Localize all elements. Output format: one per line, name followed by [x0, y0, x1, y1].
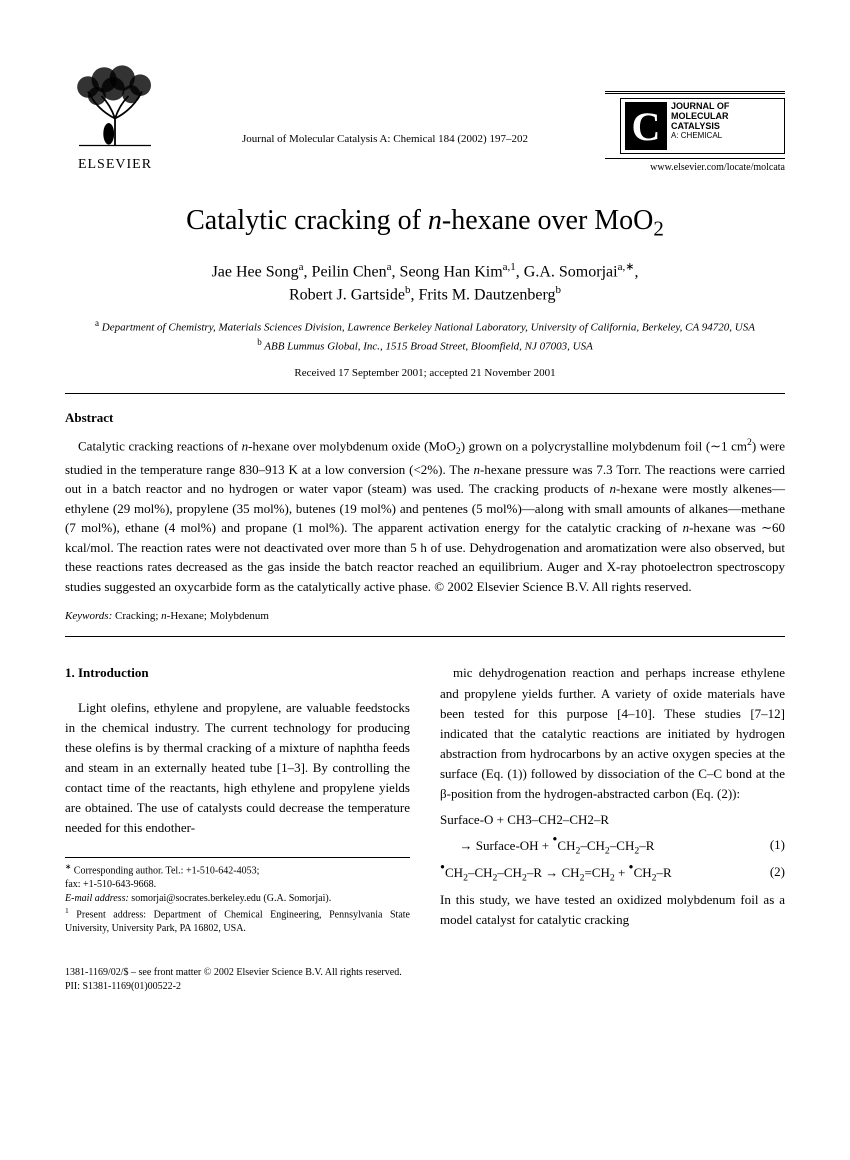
author: , G.A. Somorjai — [516, 263, 618, 280]
body-paragraph: In this study, we have tested an oxidize… — [440, 890, 785, 930]
footnote-email: E-mail address: somorjai@socrates.berkel… — [65, 892, 410, 906]
body-columns: 1. Introduction Light olefins, ethylene … — [65, 663, 785, 936]
equation: •CH2–CH2–CH2–R → CH2=CH2 + •CH2–R (2) — [440, 862, 785, 886]
journal-logo-text: JOURNAL OF MOLECULAR CATALYSIS A: CHEMIC… — [671, 102, 729, 140]
column-right: mic dehydrogenation reaction and perhaps… — [440, 663, 785, 936]
author: , Frits M. Dautzenberg — [410, 287, 555, 304]
author: Jae Hee Song — [212, 263, 299, 280]
header-row: ELSEVIER Journal of Molecular Catalysis … — [65, 60, 785, 173]
aff-mark: a,∗ — [618, 261, 635, 273]
keywords-text: Cracking; n-Hexane; Molybdenum — [112, 610, 269, 622]
affiliation: ABB Lummus Global, Inc., 1515 Broad Stre… — [264, 341, 593, 353]
equation-block: Surface-O + CH3–CH2–CH2–R → Surface-OH +… — [440, 810, 785, 886]
journal-logo-icon: C — [625, 102, 667, 150]
section-heading: 1. Introduction — [65, 663, 410, 683]
aff-mark: b — [556, 284, 562, 296]
abstract-heading: Abstract — [65, 410, 785, 426]
equation-number: (2) — [762, 862, 785, 886]
equation-body: → Surface-OH + •CH2–CH2–CH2–R — [440, 835, 762, 859]
logo-sub: A: CHEMICAL — [671, 132, 729, 141]
aff-mark: a,1 — [503, 261, 516, 273]
author: , Peilin Chen — [304, 263, 387, 280]
author: , — [634, 263, 638, 280]
elsevier-tree-icon — [70, 60, 160, 150]
abstract-text: Catalytic cracking reactions of n-hexane… — [65, 436, 785, 596]
divider — [65, 636, 785, 637]
equation-number: (1) — [762, 835, 785, 859]
body-paragraph: mic dehydrogenation reaction and perhaps… — [440, 663, 785, 804]
author: , Seong Han Kim — [392, 263, 503, 280]
column-left: 1. Introduction Light olefins, ethylene … — [65, 663, 410, 936]
affiliation: Department of Chemistry, Materials Scien… — [102, 322, 755, 334]
body-paragraph: Light olefins, ethylene and propylene, a… — [65, 698, 410, 839]
footnote-corresponding: ∗ Corresponding author. Tel.: +1-510-642… — [65, 862, 410, 892]
title-part: -hexane over MoO — [442, 205, 653, 236]
footnote-email-value: somorjai@socrates.berkeley.edu (G.A. Som… — [129, 893, 331, 904]
publisher-name: ELSEVIER — [65, 157, 165, 173]
footnote-present-address: 1 Present address: Department of Chemica… — [65, 906, 410, 936]
publisher-logo-block: ELSEVIER — [65, 60, 165, 173]
title-part: Catalytic cracking of — [186, 205, 428, 236]
divider — [65, 393, 785, 394]
footer: 1381-1169/02/$ – see front matter © 2002… — [65, 966, 785, 994]
footnotes: ∗ Corresponding author. Tel.: +1-510-642… — [65, 857, 410, 937]
journal-logo-block: C JOURNAL OF MOLECULAR CATALYSIS A: CHEM… — [605, 91, 785, 173]
article-title: Catalytic cracking of n-hexane over MoO2 — [65, 205, 785, 242]
journal-reference: Journal of Molecular Catalysis A: Chemic… — [165, 133, 605, 173]
article-dates: Received 17 September 2001; accepted 21 … — [65, 367, 785, 379]
author: Robert J. Gartside — [289, 287, 405, 304]
affiliations: a Department of Chemistry, Materials Sci… — [65, 317, 785, 355]
footer-pii: PII: S1381-1169(01)00522-2 — [65, 980, 785, 994]
title-part: n — [428, 205, 442, 236]
authors: Jae Hee Songa, Peilin Chena, Seong Han K… — [65, 260, 785, 307]
footer-line: 1381-1169/02/$ – see front matter © 2002… — [65, 966, 785, 980]
keywords: Keywords: Cracking; n-Hexane; Molybdenum — [65, 610, 785, 622]
journal-url: www.elsevier.com/locate/molcata — [605, 158, 785, 173]
equation-line: Surface-O + CH3–CH2–CH2–R — [440, 810, 785, 830]
equation: → Surface-OH + •CH2–CH2–CH2–R (1) — [440, 835, 785, 859]
footnote-email-label: E-mail address: — [65, 893, 129, 904]
equation-body: •CH2–CH2–CH2–R → CH2=CH2 + •CH2–R — [440, 862, 762, 886]
keywords-label: Keywords: — [65, 610, 112, 622]
